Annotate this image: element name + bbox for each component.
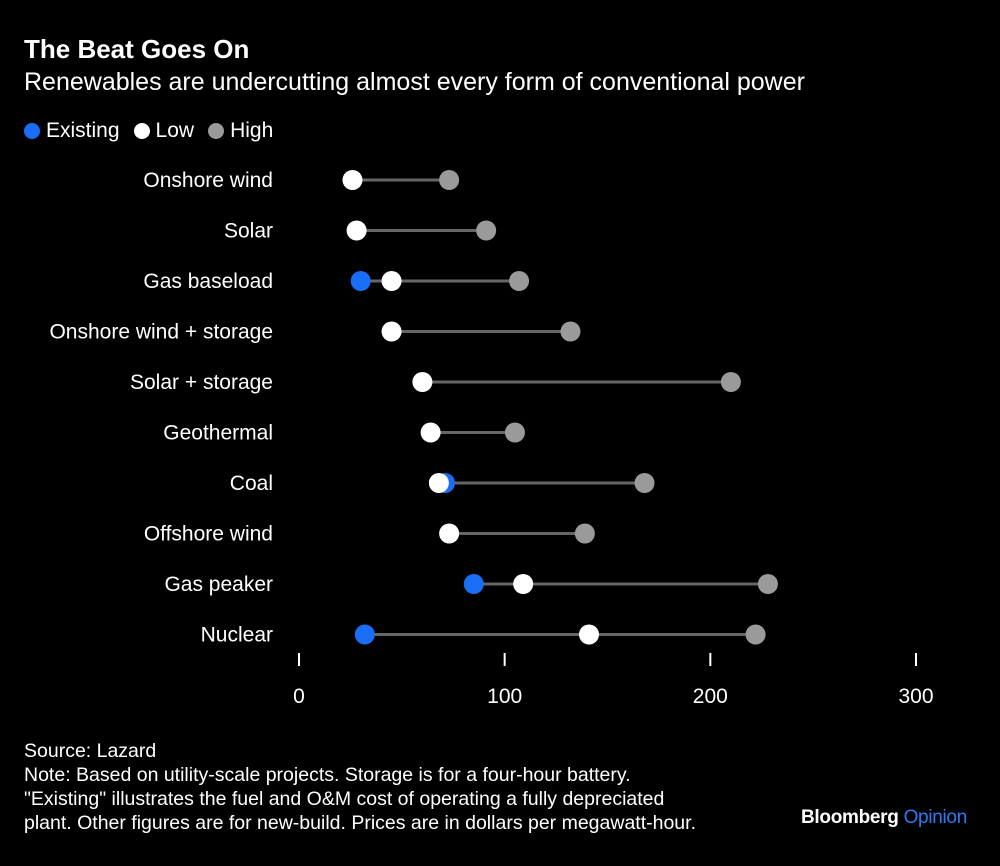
category-label: Gas baseload (143, 270, 273, 293)
dot-high (634, 473, 655, 493)
dot-existing (463, 574, 484, 594)
dot-low (513, 574, 534, 594)
bloomberg-opinion-logo: Bloomberg Opinion (801, 807, 967, 829)
note-line: Note: Based on utility-scale projects. S… (24, 764, 631, 786)
legend-dot-high (208, 123, 225, 139)
legend: Existing Low High (24, 119, 273, 143)
legend-item-high: High (208, 119, 273, 143)
category-label: Onshore wind + storage (49, 321, 273, 344)
legend-dot-existing (24, 123, 40, 139)
chart-subtitle: Renewables are undercutting almost every… (24, 68, 805, 96)
category-label: Coal (230, 472, 273, 495)
dot-high (504, 422, 525, 443)
note-line: plant. Other figures are for new-build. … (24, 812, 696, 834)
legend-label: Existing (46, 119, 120, 142)
source-text: Source: Lazard (24, 740, 157, 762)
note-line: "Existing" illustrates the fuel and O&M … (24, 788, 665, 810)
dot-low (420, 422, 441, 443)
legend-dot-low (133, 123, 150, 139)
dot-low (346, 220, 367, 241)
legend-item-low: Low (133, 119, 195, 143)
dot-low (381, 271, 402, 291)
category-label: Offshore wind (144, 523, 273, 546)
dot-low (428, 473, 449, 493)
dot-existing (354, 624, 375, 645)
x-tick-label: 300 (898, 685, 933, 708)
dot-low (439, 523, 460, 544)
x-tick-label: 0 (293, 685, 305, 708)
dot-low (381, 321, 402, 342)
x-tick-label: 200 (693, 685, 728, 708)
category-label: Gas peaker (164, 573, 273, 596)
dot-high (757, 574, 778, 594)
dot-high (745, 624, 766, 645)
category-label: Geothermal (163, 422, 273, 445)
logo-brand: Bloomberg (801, 807, 899, 828)
category-label: Solar (224, 220, 273, 243)
dot-high (574, 523, 595, 544)
logo-section: Opinion (903, 807, 968, 828)
dot-low (412, 372, 433, 392)
dot-low (342, 170, 363, 190)
dot-high (476, 220, 497, 241)
dot-high (439, 170, 460, 190)
category-label: Solar + storage (130, 371, 273, 394)
notes: Source: Lazard Note: Based on utility-sc… (24, 739, 696, 835)
dot-high (560, 321, 581, 342)
x-tick-label: 100 (487, 685, 522, 708)
dot-high (509, 271, 530, 291)
chart-title: The Beat Goes On (24, 34, 250, 64)
dot-high (720, 372, 741, 392)
legend-item-existing: Existing (24, 119, 120, 143)
category-label: Onshore wind (143, 169, 273, 192)
legend-label: Low (155, 119, 195, 142)
dot-existing (350, 271, 371, 291)
category-label: Nuclear (201, 624, 273, 647)
dot-low (578, 624, 599, 645)
legend-label: High (230, 119, 274, 142)
